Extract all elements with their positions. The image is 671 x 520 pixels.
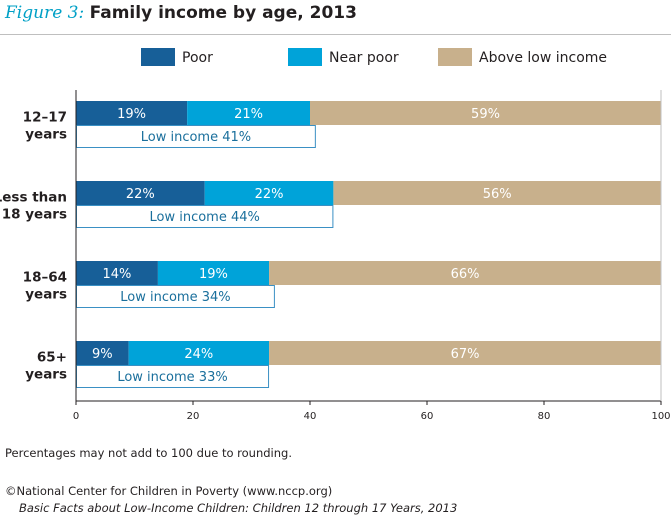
legend-label-1: Near poor — [329, 50, 399, 66]
bar-value-label: 22% — [255, 187, 284, 202]
category-label-line: 18 years — [2, 207, 67, 223]
x-tick-label: 20 — [187, 411, 200, 422]
category-label: 65+ years — [25, 350, 67, 383]
bar-value-label: 19% — [117, 107, 146, 122]
figure-label: Figure 3: — [5, 3, 85, 23]
legend-swatch-0 — [141, 48, 175, 66]
stacked-bar-chart: Poor Near poor Above low income 19% 21% 59% Lo… — [0, 48, 671, 422]
source-line: Basic Facts about Low-Income Children: C… — [19, 501, 458, 515]
bar-segment — [76, 101, 188, 125]
legend-swatch-2 — [438, 48, 472, 66]
bar-segment — [157, 261, 270, 285]
category-label-line: years — [25, 127, 67, 143]
low-income-label: Low income 44% — [150, 210, 260, 225]
bar-segment — [333, 181, 661, 205]
credit-line: ©National Center for Children in Poverty… — [5, 484, 333, 498]
figure-title: Figure 3: Family income by age, 2013 — [5, 3, 357, 23]
bar-segment — [269, 341, 661, 365]
bar-segment — [187, 101, 310, 125]
title-divider — [0, 34, 671, 35]
bar-value-label: 22% — [126, 187, 155, 202]
bar-value-label: 9% — [92, 347, 113, 362]
x-tick-label: 0 — [73, 411, 79, 422]
bar-value-label: 24% — [184, 347, 213, 362]
category-label-line: 18–64 — [23, 270, 67, 286]
low-income-label: Low income 34% — [120, 290, 230, 305]
category-label-line: 12–17 — [23, 110, 67, 126]
bar-value-label: 59% — [471, 107, 500, 122]
legend-label-2: Above low income — [479, 50, 607, 66]
category-label-line: Less than — [0, 190, 67, 206]
x-tick-label: 40 — [304, 411, 317, 422]
x-tick-label: 60 — [421, 411, 434, 422]
bar-segment — [76, 341, 129, 365]
category-label: 18–64 years — [23, 270, 67, 303]
legend-label-0: Poor — [182, 50, 213, 66]
rounding-note: Percentages may not add to 100 due to ro… — [5, 446, 292, 460]
bar-value-label: 19% — [199, 267, 228, 282]
bar-value-label: 21% — [234, 107, 263, 122]
category-label: Less than 18 years — [0, 190, 67, 223]
category-label-line: 65+ — [37, 350, 67, 366]
x-tick-label: 100 — [651, 411, 670, 422]
category-label-line: years — [25, 287, 67, 303]
x-tick-label: 80 — [538, 411, 551, 422]
figure-title-text: Family income by age, 2013 — [89, 3, 357, 23]
low-income-label: Low income 33% — [117, 370, 227, 385]
bar-value-label: 66% — [451, 267, 480, 282]
low-income-label: Low income 41% — [141, 130, 251, 145]
bar-segment — [128, 341, 270, 365]
bar-segment — [76, 181, 205, 205]
bar-segment — [204, 181, 334, 205]
bar-value-label: 56% — [483, 187, 512, 202]
legend-swatch-1 — [288, 48, 322, 66]
category-label: 12–17 years — [23, 110, 67, 143]
bar-segment — [269, 261, 661, 285]
bar-value-label: 67% — [451, 347, 480, 362]
bar-value-label: 14% — [102, 267, 131, 282]
bar-segment — [76, 261, 158, 285]
bar-segment — [310, 101, 661, 125]
category-label-line: years — [25, 367, 67, 383]
